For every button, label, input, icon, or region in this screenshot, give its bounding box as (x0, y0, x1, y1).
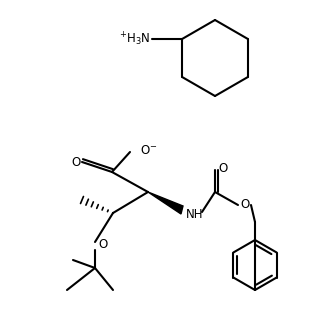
Text: NH: NH (186, 208, 204, 220)
Text: O: O (71, 156, 81, 169)
Text: $^{+}$H$_3$N: $^{+}$H$_3$N (119, 30, 150, 48)
Text: O: O (98, 239, 107, 251)
Polygon shape (148, 192, 183, 214)
Text: O$^{-}$: O$^{-}$ (140, 143, 157, 156)
Text: O: O (218, 161, 228, 174)
Text: O: O (240, 199, 250, 212)
